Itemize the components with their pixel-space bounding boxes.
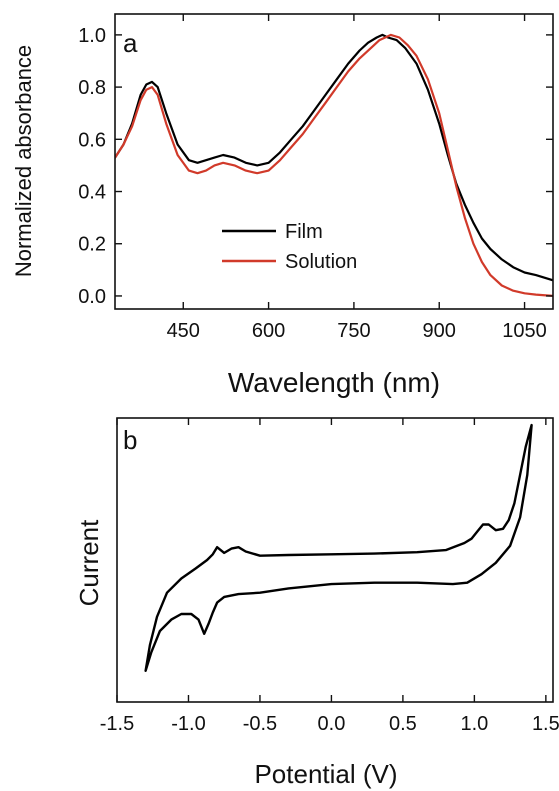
panel-a-x-tick-label: 450	[167, 320, 200, 342]
panel-b-x-tick-label: 0.0	[318, 713, 346, 735]
panel-a-series-group	[115, 33, 553, 297]
legend-label-film: Film	[285, 221, 323, 243]
panel-b-label: b	[123, 425, 137, 455]
panel-a-x-tick-label: 750	[337, 320, 370, 342]
panel-b-series-group	[144, 423, 533, 672]
panel-a-y-tick-label: 0.4	[78, 182, 106, 204]
panel-a-y-tick-label: 0.8	[78, 77, 106, 99]
panel-a-series-line-film	[115, 33, 553, 282]
panel-a-x-tick-label: 900	[423, 320, 456, 342]
panel-a-y-tick-label: 0.0	[78, 286, 106, 308]
panel-a-x-axis-title: Wavelength (nm)	[228, 367, 440, 398]
panel-b-cyclic-voltammetry-chart: -1.5 -1.0 -0.5 0.0 0.5 1.0 1.5 b Potential (V)…	[74, 417, 559, 789]
panel-a-x-tick-label: 1050	[502, 320, 547, 342]
panel-b-x-tick-label: 0.5	[389, 713, 417, 735]
panel-a-x-ticks: 450 600 750 900 1050	[167, 14, 547, 342]
panel-b-x-tick-label: 1.5	[532, 713, 559, 735]
panel-b-y-axis-title: Current	[74, 519, 104, 606]
panel-a-x-tick-label: 600	[252, 320, 285, 342]
panel-b-x-tick-label: -1.0	[171, 713, 205, 735]
panel-a-y-tick-label: 0.6	[78, 129, 106, 151]
panel-a-legend: Film Solution	[222, 221, 357, 273]
panel-b-x-axis-title: Potential (V)	[254, 759, 397, 789]
panel-b-plot-frame	[116, 417, 554, 703]
panel-a-y-ticks: 0.0 0.2 0.4 0.6 0.8 1.0	[78, 25, 553, 308]
panel-a-absorbance-chart: 450 600 750 900 1050 0.0 0.2 0.4 0.6 0.8 1.0 a Wa…	[11, 13, 554, 398]
panel-b-x-ticks: -1.5 -1.0 -0.5 0.0 0.5 1.0 1.5	[100, 418, 559, 735]
panel-b-x-tick-label: -0.5	[243, 713, 277, 735]
panel-a-label: a	[123, 28, 138, 58]
panel-b-x-tick-label: 1.0	[460, 713, 488, 735]
panel-a-series-line-solution	[115, 33, 553, 297]
panel-b-series-line-trace	[144, 423, 533, 672]
panel-a-plot-frame	[114, 13, 554, 310]
panel-a-y-tick-label: 1.0	[78, 25, 106, 47]
panel-b-x-tick-label: -1.5	[100, 713, 134, 735]
panel-a-y-axis-title: Normalized absorbance	[11, 45, 36, 277]
panel-a-y-tick-label: 0.2	[78, 234, 106, 256]
legend-label-solution: Solution	[285, 251, 357, 273]
